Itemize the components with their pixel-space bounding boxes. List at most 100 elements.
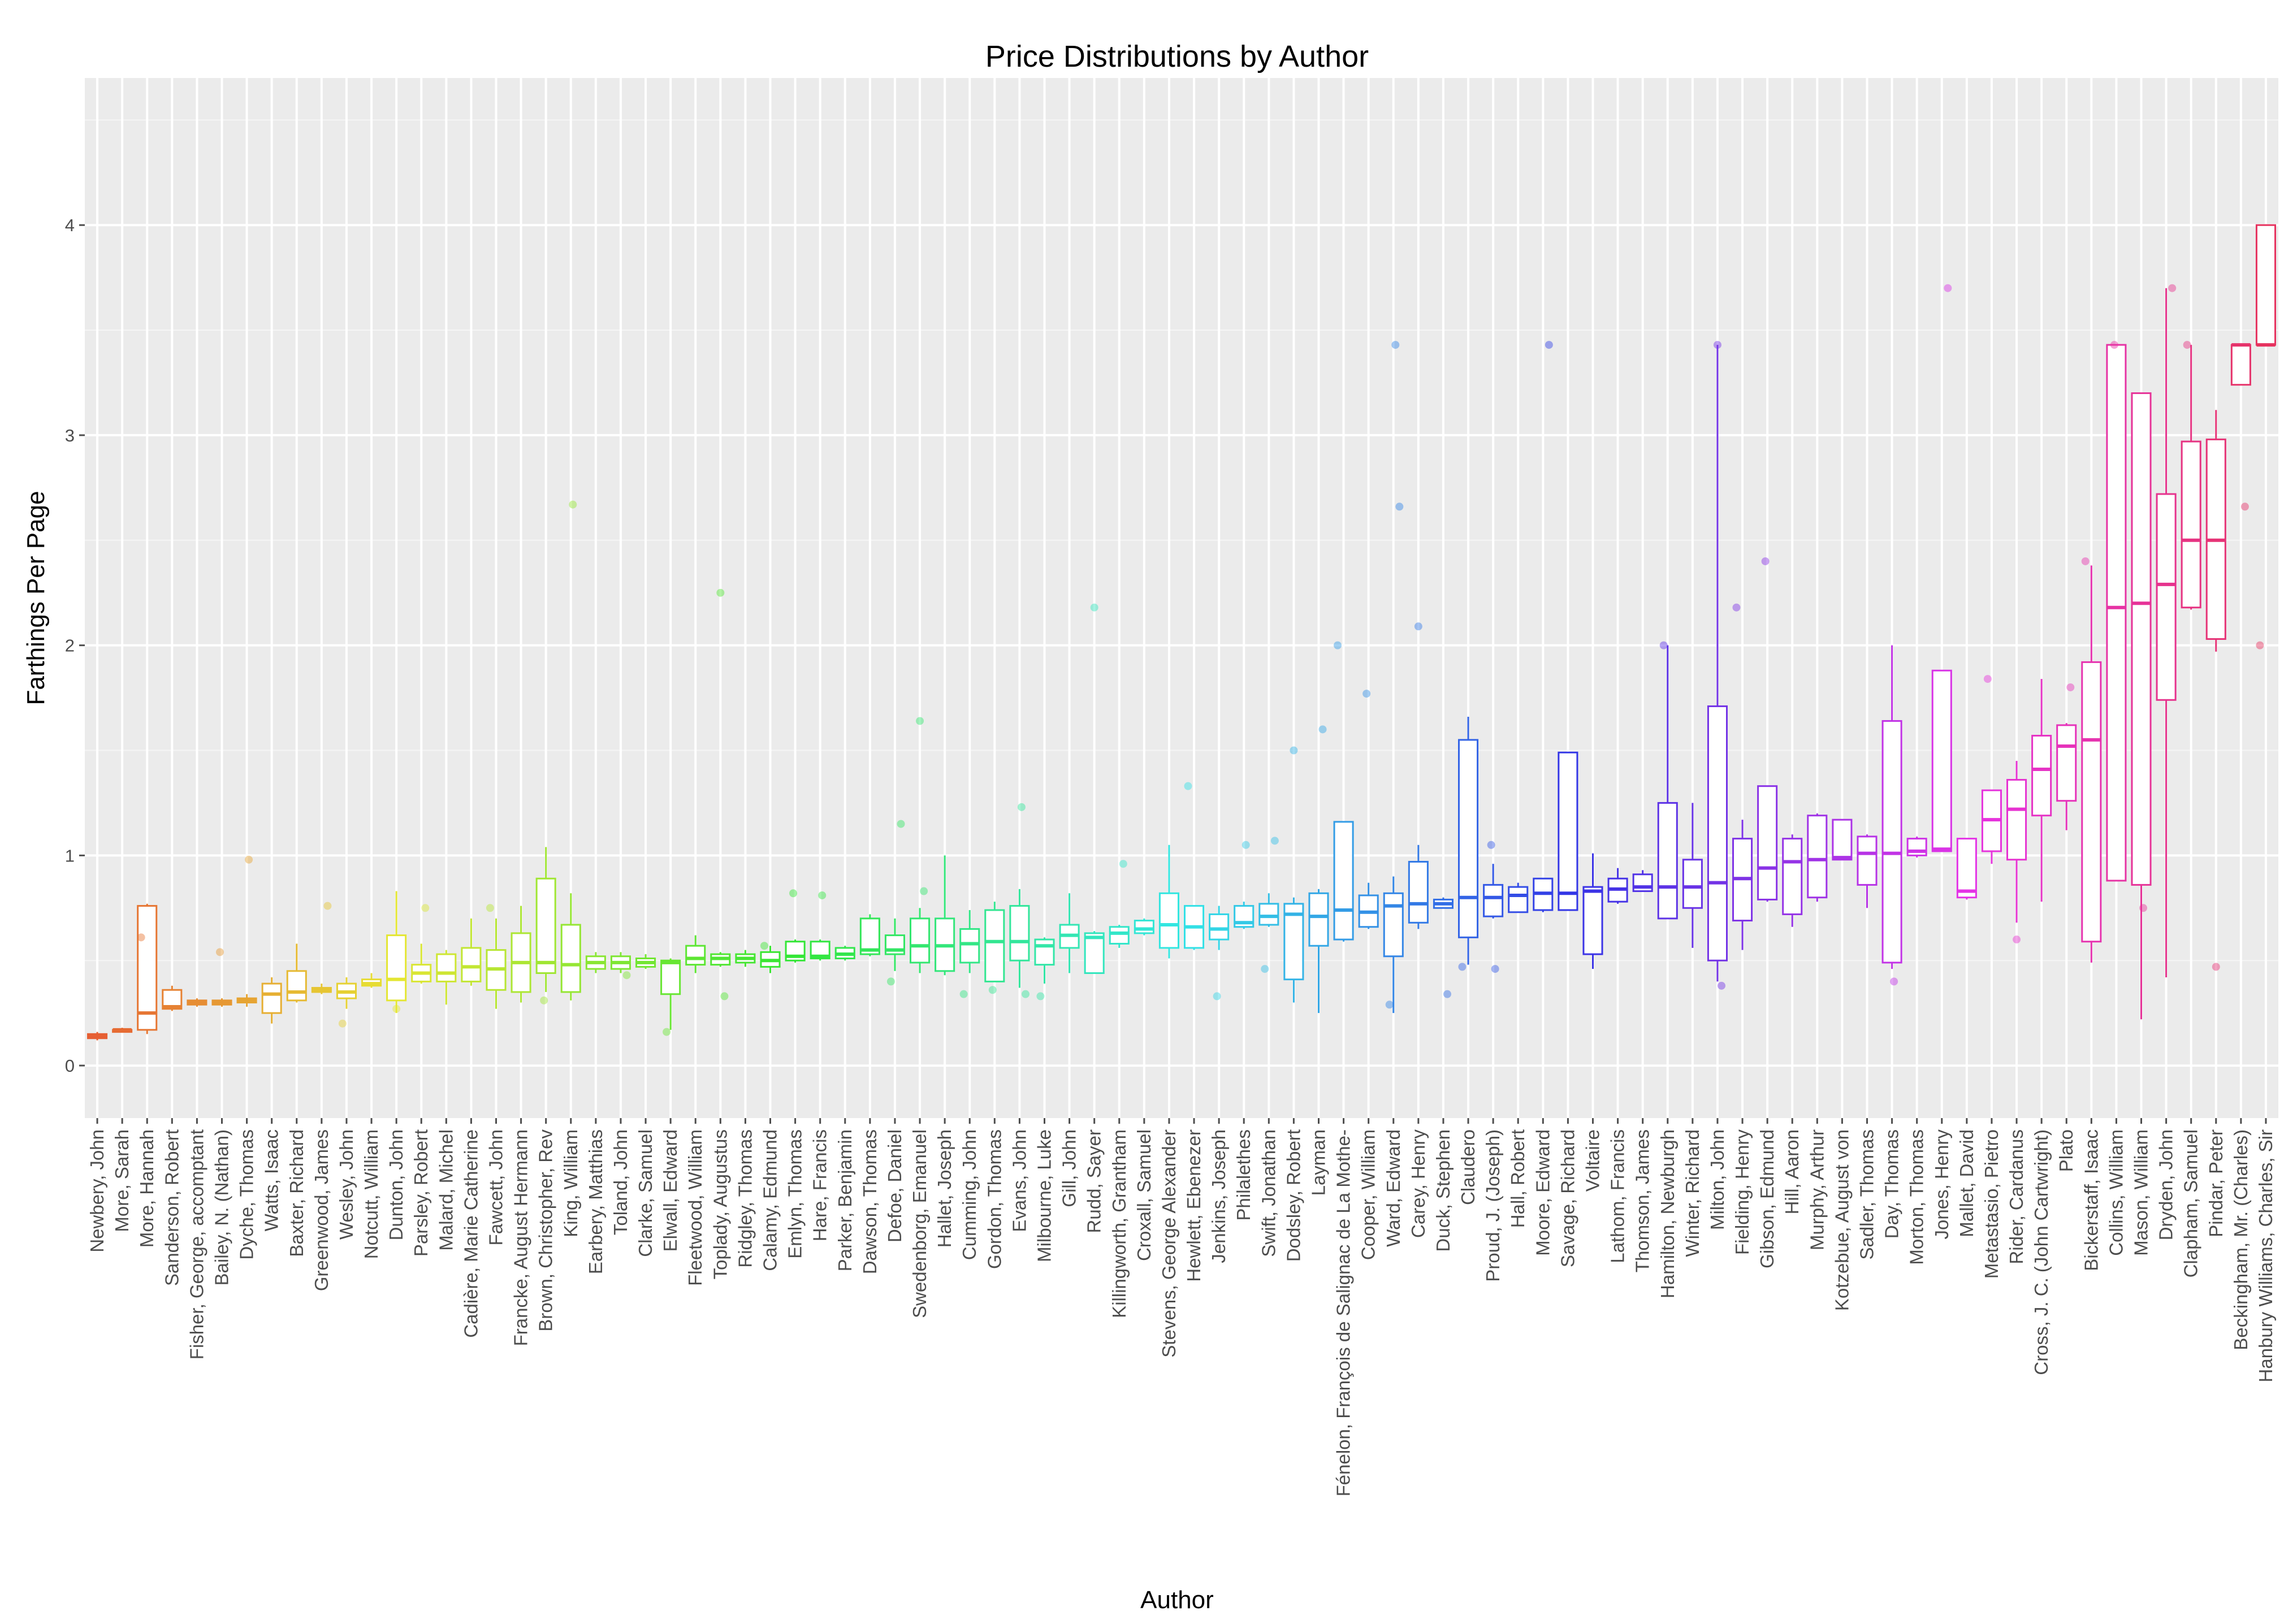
outlier-point: [622, 971, 631, 980]
box-iqr: [1508, 886, 1529, 913]
x-axis-title: Author: [1140, 1586, 1214, 1614]
outlier-point: [1983, 675, 1992, 683]
x-tick-label: Toland, John: [610, 1129, 631, 1235]
chart-title: Price Distributions by Author: [985, 40, 1369, 73]
box-64: [1682, 803, 1703, 948]
outlier-point: [988, 986, 997, 994]
box-iqr: [1558, 751, 1578, 911]
x-tick-label: Hamilton, Newburgh: [1657, 1129, 1678, 1298]
outlier-point: [2110, 341, 2118, 349]
x-tick-label: Cooper, William: [1358, 1129, 1379, 1260]
outlier-point: [2168, 284, 2177, 292]
box-32: [884, 918, 905, 971]
box-iqr: [2230, 344, 2251, 386]
x-tick-label: Sadler, Thomas: [1857, 1129, 1878, 1260]
box-67: [1757, 785, 1778, 902]
x-tick-label: Dyche, Thomas: [236, 1129, 257, 1259]
box-13: [411, 943, 432, 984]
box-80: [2081, 565, 2102, 963]
outlier-point: [897, 820, 905, 828]
box-iqr: [959, 928, 980, 964]
outlier-point: [720, 992, 729, 1001]
box-iqr: [1158, 892, 1179, 949]
box-87: [2255, 224, 2276, 347]
outlier-point: [1213, 992, 1221, 1001]
outlier-point: [1270, 837, 1279, 845]
x-tick-label: Dryden, John: [2156, 1129, 2177, 1240]
box-19: [560, 893, 581, 1001]
x-tick-label: Carey, Henry: [1408, 1129, 1429, 1238]
x-tick-label: Toplady, Augustus: [710, 1129, 730, 1279]
box-iqr: [1881, 720, 1902, 964]
box-26: [735, 950, 756, 967]
box-44: [1184, 905, 1205, 950]
x-tick-label: Metastasio, Pietro: [1981, 1129, 2002, 1279]
x-tick-label: Duck, Stephen: [1433, 1129, 1454, 1251]
outlier-point: [1443, 990, 1452, 998]
box-iqr: [1956, 838, 1977, 899]
box-iqr: [910, 917, 931, 964]
outlier-point: [2240, 503, 2249, 511]
box-iqr: [2031, 734, 2052, 817]
box-49: [1308, 889, 1329, 1014]
box-iqr: [1034, 938, 1055, 966]
box-iqr: [1209, 913, 1230, 941]
box-iqr: [1009, 905, 1030, 962]
outlier-point: [2183, 341, 2191, 349]
box-iqr: [1458, 739, 1479, 938]
x-tick-label: Milbourne, Luke: [1034, 1129, 1055, 1262]
box-iqr: [436, 953, 457, 982]
box-56: [1483, 864, 1504, 919]
outlier-point: [663, 1028, 671, 1036]
y-tick-label: 2: [65, 636, 75, 656]
outlier-point: [2013, 936, 2021, 944]
box-2: [137, 903, 158, 1034]
box-55: [1458, 717, 1479, 965]
x-tick-label: Hill, Aaron: [1781, 1129, 1802, 1214]
x-tick-label: Fisher, George, accomptant: [186, 1129, 207, 1359]
outlier-point: [323, 902, 332, 910]
outlier-point: [1761, 557, 1770, 565]
x-tick-label: Lathom, Francis: [1607, 1129, 1628, 1263]
box-82: [2131, 392, 2152, 1020]
box-83: [2156, 288, 2177, 977]
x-tick-label: Francke, August Hermann: [511, 1129, 531, 1346]
box-46: [1234, 902, 1255, 929]
box-20: [585, 952, 606, 973]
x-tick-label: Wesley, John: [336, 1129, 357, 1240]
box-iqr: [1283, 903, 1304, 981]
outlier-point: [1718, 981, 1726, 990]
x-tick-label: Malard, Michel: [435, 1129, 456, 1251]
x-tick-label: Ward, Edward: [1383, 1129, 1404, 1247]
box-43: [1158, 845, 1179, 959]
box-iqr: [286, 970, 307, 1002]
box-iqr: [1084, 932, 1105, 975]
box-34: [935, 855, 955, 976]
outlier-point: [1290, 746, 1298, 755]
box-59: [1558, 751, 1578, 911]
box-68: [1782, 834, 1803, 927]
box-86: [2230, 343, 2251, 386]
box-iqr: [984, 909, 1005, 982]
x-tick-label: Cadière, Marie Catherine: [460, 1129, 481, 1338]
x-tick-label: Watts, Isaac: [261, 1129, 282, 1231]
box-65: [1707, 345, 1728, 982]
outlier-point: [1487, 841, 1495, 849]
x-tick-label: Dawson, Thomas: [859, 1129, 880, 1274]
box-52: [1383, 876, 1404, 1014]
x-tick-label: Brown, Christopher, Rev: [535, 1129, 556, 1332]
outlier-point: [2081, 557, 2090, 565]
x-tick-label: Proud, J. (Joseph): [1482, 1129, 1503, 1282]
x-tick-label: More, Hannah: [136, 1129, 157, 1248]
x-tick-label: Rudd, Sayer: [1084, 1129, 1105, 1233]
x-tick-label: Sanderson, Robert: [161, 1129, 182, 1286]
box-iqr: [2255, 224, 2276, 346]
outlier-point: [789, 889, 798, 898]
outlier-points: [137, 284, 2264, 1036]
box-25: [710, 952, 731, 967]
box-33: [910, 908, 931, 973]
box-75: [1956, 838, 1977, 900]
x-tick-label: Hall, Robert: [1507, 1129, 1528, 1228]
outlier-point: [1184, 782, 1192, 790]
x-tick-label: Greenwood, James: [311, 1129, 332, 1291]
